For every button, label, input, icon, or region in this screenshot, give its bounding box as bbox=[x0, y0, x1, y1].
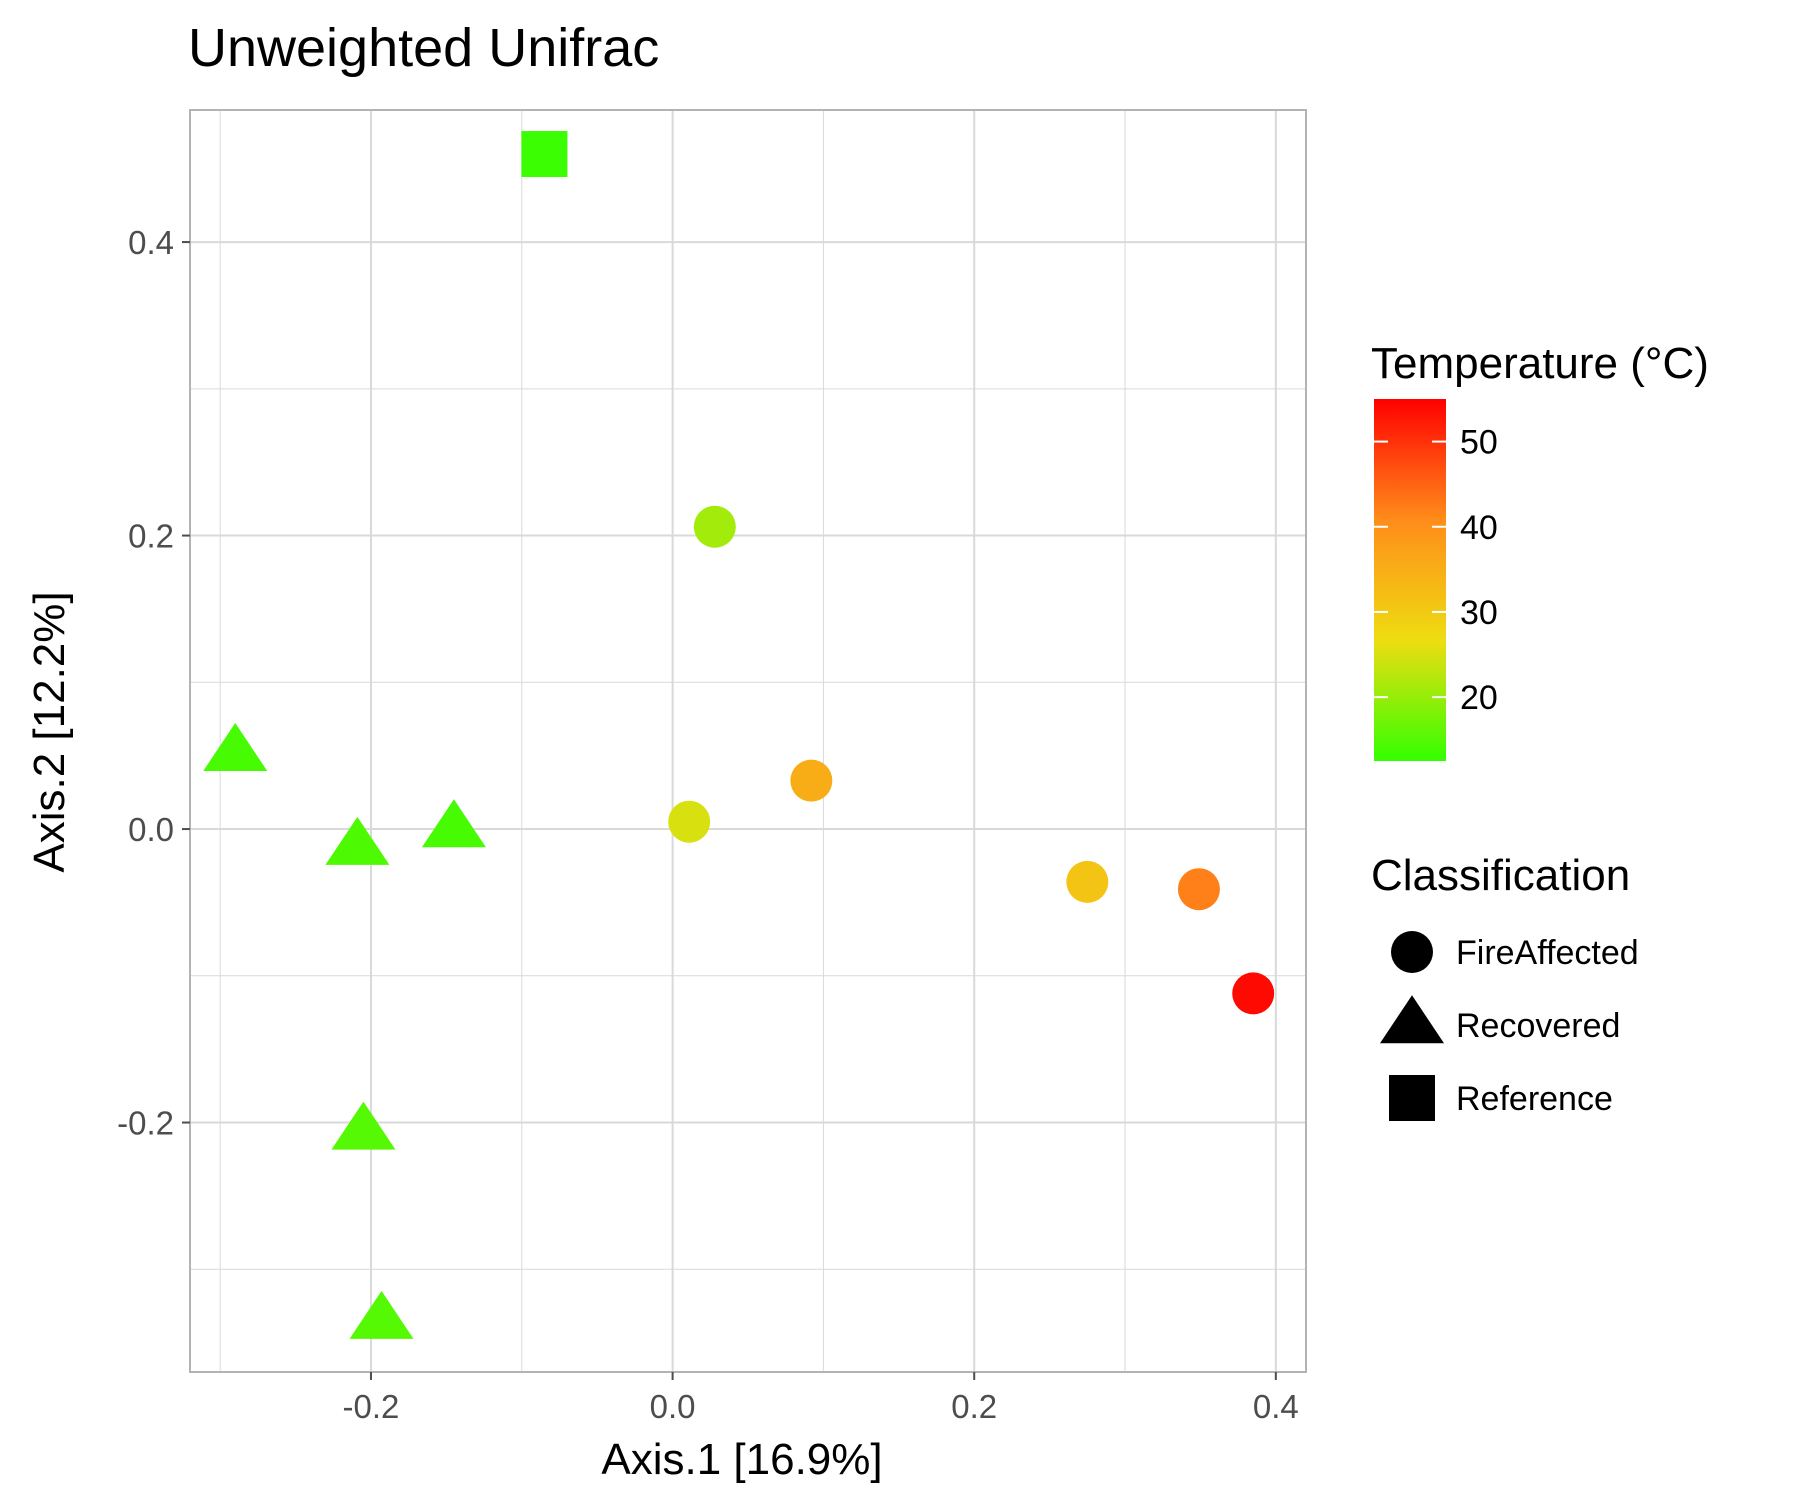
data-point-fireaffected bbox=[1232, 972, 1275, 1015]
plot-area bbox=[189, 109, 1307, 1373]
legend-label-recovered: Recovered bbox=[1456, 1007, 1620, 1045]
x-tick-label: 0.4 bbox=[1253, 1388, 1299, 1425]
data-point-recovered bbox=[203, 722, 268, 771]
y-tick-label: -0.2 bbox=[117, 1105, 174, 1142]
temperature-legend-title: Temperature (°C) bbox=[1371, 339, 1709, 388]
colorbar-ticks: 20 30 40 50 bbox=[1374, 424, 1498, 717]
data-point-fireaffected bbox=[790, 759, 833, 802]
data-point-recovered bbox=[349, 1290, 414, 1339]
y-axis: -0.2 0.0 0.2 0.4 bbox=[117, 224, 190, 1142]
legend-square-icon bbox=[1389, 1075, 1435, 1121]
y-tick-label: 0.2 bbox=[128, 518, 174, 555]
x-axis: -0.2 0.0 0.2 0.4 bbox=[343, 1372, 1299, 1425]
colorbar-tick-label: 20 bbox=[1460, 679, 1498, 717]
x-tick-label: 0.2 bbox=[951, 1388, 997, 1425]
data-points bbox=[203, 131, 1275, 1339]
temperature-colorbar bbox=[1374, 399, 1446, 761]
colorbar-tick-label: 30 bbox=[1460, 594, 1498, 632]
data-point-reference bbox=[521, 131, 568, 178]
classification-legend-title: Classification bbox=[1371, 851, 1630, 900]
data-point-recovered bbox=[325, 816, 390, 865]
legend-label-fireaffected: FireAffected bbox=[1456, 934, 1639, 972]
legend-circle-icon bbox=[1391, 931, 1433, 973]
classification-legend-entries: FireAffected Recovered Reference bbox=[1380, 931, 1639, 1121]
data-point-recovered bbox=[421, 799, 486, 848]
grid-lines bbox=[190, 110, 1306, 1372]
y-tick-label: 0.0 bbox=[128, 811, 174, 848]
data-point-fireaffected bbox=[668, 800, 711, 843]
y-axis-title: Axis.2 [12.2%] bbox=[25, 591, 74, 872]
temperature-legend: Temperature (°C) 20 30 40 50 bbox=[1371, 339, 1709, 761]
data-point-fireaffected bbox=[1177, 868, 1220, 911]
colorbar-tick-label: 40 bbox=[1460, 509, 1498, 547]
chart-title: Unweighted Unifrac bbox=[188, 18, 659, 78]
legend-label-reference: Reference bbox=[1456, 1080, 1613, 1118]
x-tick-label: -0.2 bbox=[343, 1388, 400, 1425]
legend-triangle-icon bbox=[1380, 995, 1444, 1044]
classification-legend: Classification FireAffected Recovered Refe… bbox=[1371, 851, 1639, 1121]
data-point-fireaffected bbox=[1066, 860, 1109, 903]
plot-panel bbox=[190, 110, 1306, 1372]
x-tick-label: 0.0 bbox=[650, 1388, 696, 1425]
data-point-recovered bbox=[331, 1101, 396, 1150]
x-axis-title: Axis.1 [16.9%] bbox=[601, 1435, 882, 1484]
plot-border bbox=[189, 109, 1307, 1373]
y-tick-label: 0.4 bbox=[128, 224, 174, 261]
colorbar-tick-label: 50 bbox=[1460, 424, 1498, 462]
data-point-fireaffected bbox=[693, 505, 736, 548]
